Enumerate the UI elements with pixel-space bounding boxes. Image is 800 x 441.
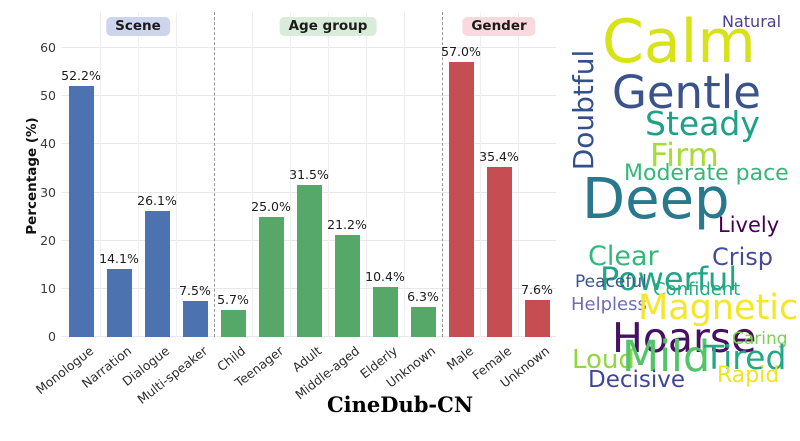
group-badge-age-group: Age group: [279, 17, 377, 36]
bar-value-elderly: 10.4%: [365, 268, 405, 284]
wordcloud-word-deep: Deep: [582, 167, 730, 232]
bar-monologue: [68, 85, 94, 337]
y-tick-10: 10: [40, 280, 56, 296]
y-tick-30: 30: [40, 184, 56, 200]
wordcloud-word-tired: Tired: [704, 338, 787, 377]
bar-dialogue: [144, 211, 170, 337]
gridline-x: [404, 12, 405, 337]
group-badge-gender: Gender: [462, 17, 536, 36]
gridline-x: [100, 12, 101, 337]
bar-value-dialogue: 26.1%: [137, 193, 177, 209]
wordcloud-word-hoarse: Hoarse: [612, 314, 757, 362]
bar-value-female: 35.4%: [479, 148, 519, 164]
group-badge-scene: Scene: [106, 17, 170, 36]
wordcloud-word-doubtful: Doubtful: [567, 49, 600, 171]
gridline-x: [252, 12, 253, 337]
bar-multi-speaker: [182, 300, 208, 337]
group-separator: [442, 12, 443, 337]
group-separator: [214, 12, 215, 337]
wordcloud-word-magnetic: Magnetic: [638, 288, 799, 328]
gridline-x: [328, 12, 329, 337]
gridline-x: [138, 12, 139, 337]
bar-adult: [296, 185, 322, 337]
wordcloud-word-rapid: Rapid: [717, 363, 780, 388]
wordcloud-word-powerful: Powerful: [600, 260, 738, 298]
wordcloud-word-steady: Steady: [645, 104, 760, 143]
bar-female: [486, 166, 512, 337]
plot-area: 52.2% 14.1% 26.1% 7.5% 5.7% 25.0% 31.5% 21.2% 10…: [61, 12, 556, 337]
gridline-x: [518, 12, 519, 337]
bar-male: [448, 62, 474, 337]
y-tick-40: 40: [40, 136, 56, 152]
word-cloud: Natural Calm Doubtful Gentle Steady Firm Moder…: [560, 0, 800, 400]
bar-elderly: [372, 286, 398, 337]
gridline-x: [290, 12, 291, 337]
wordcloud-word-caring: Caring: [732, 329, 788, 349]
y-tick-60: 60: [40, 40, 56, 55]
bar-teenager: [258, 216, 284, 337]
wordcloud-word-peaceful: Peaceful: [575, 272, 647, 292]
bar-value-adult: 31.5%: [289, 167, 329, 183]
wordcloud-word-mild: Mild: [622, 332, 711, 382]
gridline-x: [366, 12, 367, 337]
wordcloud-word-loud: Loud: [572, 345, 635, 375]
gridline-y-60: [62, 47, 556, 48]
bar-value-narration: 14.1%: [99, 251, 139, 267]
figure-title: CineDub-CN: [326, 392, 474, 417]
gridline-x: [480, 12, 481, 337]
bar-value-middle-aged: 21.2%: [327, 216, 367, 232]
wordcloud-word-decisive: Decisive: [588, 367, 686, 393]
wordcloud-word-clear: Clear: [588, 241, 659, 272]
wordcloud-word-natural: Natural: [722, 12, 782, 31]
bar-chart: Percentage (%) 0 10 20 30 40 50 60 52.2% 14.1% 2…: [24, 12, 556, 407]
bar-unknown: [524, 300, 550, 337]
wordcloud-word-confident: Confident: [653, 279, 741, 300]
y-tick-0: 0: [48, 329, 56, 344]
bar-value-child: 5.7%: [217, 291, 249, 307]
wordcloud-word-gentle: Gentle: [612, 66, 761, 119]
y-tick-50: 50: [40, 88, 56, 104]
bar-child: [220, 309, 246, 337]
wordcloud-word-helpless: Helpless: [571, 294, 647, 315]
bar-value-monologue: 52.2%: [61, 67, 101, 83]
bar-unknown: [410, 306, 436, 337]
bar-value-teenager: 25.0%: [251, 198, 291, 214]
gridline-x: [176, 12, 177, 337]
bar-value-unknown: 7.6%: [521, 282, 553, 298]
wordcloud-word-crisp: Crisp: [712, 243, 774, 271]
wordcloud-word-lively: Lively: [718, 213, 780, 237]
wordcloud-word-moderate-pace: Moderate pace: [624, 161, 789, 186]
bar-value-male: 57.0%: [441, 44, 481, 60]
bar-value-unknown: 6.3%: [407, 288, 439, 304]
wordcloud-word-calm: Calm: [602, 7, 756, 77]
gridline-y-50: [62, 95, 556, 97]
y-tick-20: 20: [40, 232, 56, 248]
gridline-y-40: [62, 143, 556, 145]
bar-middle-aged: [334, 234, 360, 337]
y-axis-label: Percentage (%): [24, 117, 40, 235]
bar-narration: [106, 269, 132, 337]
bar-value-multi-speaker: 7.5%: [179, 282, 211, 298]
wordcloud-word-firm: Firm: [650, 136, 719, 174]
